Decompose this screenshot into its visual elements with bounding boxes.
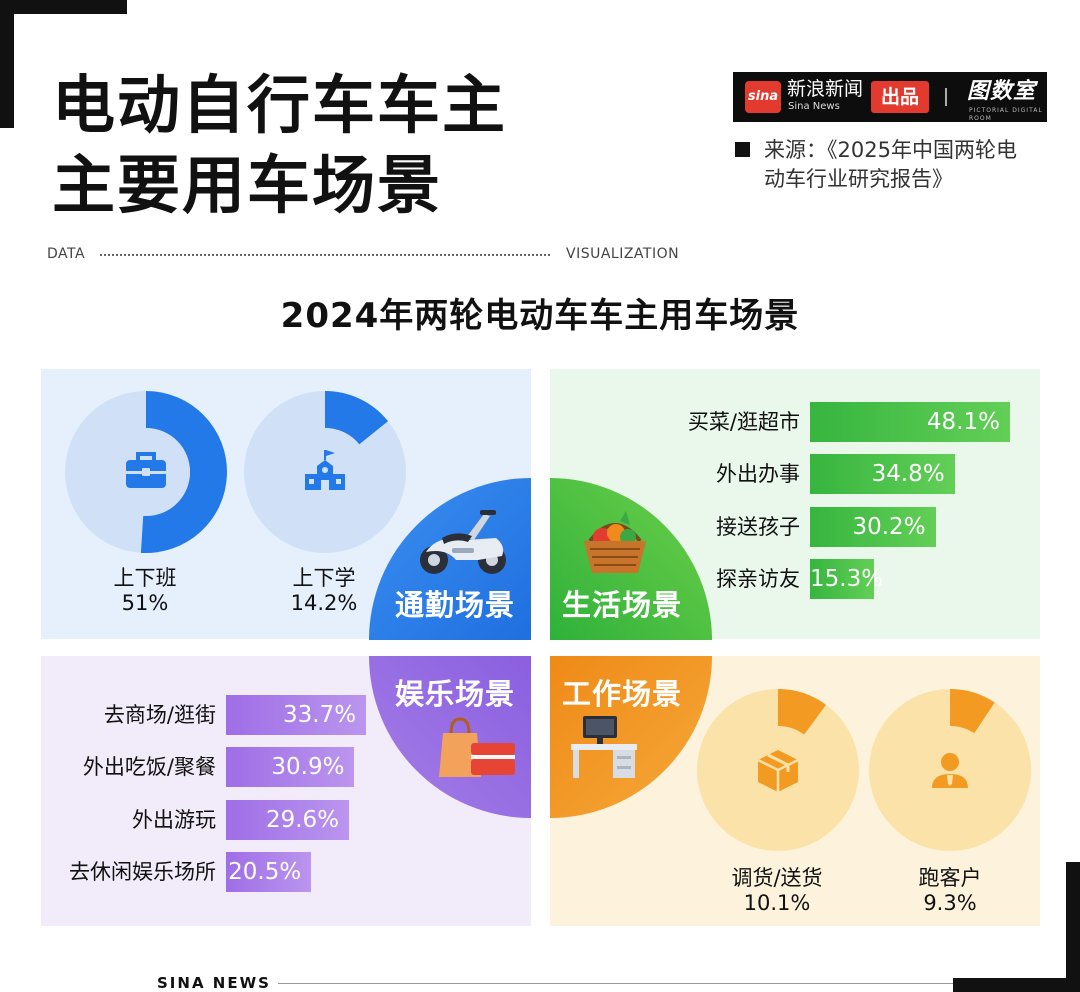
donut-label-work-0: 调货/送货 10.1% bbox=[717, 866, 837, 916]
desk-computer-icon bbox=[571, 716, 637, 778]
scene-label-work: 工作场景 bbox=[562, 677, 683, 711]
donut-label-commute-1: 上下学 14.2% bbox=[264, 566, 384, 616]
briefcase-icon bbox=[126, 452, 166, 488]
donut-category: 跑客户 bbox=[918, 866, 982, 890]
donut-commute-0 bbox=[65, 391, 227, 553]
chart-title: 2024年两轮电动车车主用车场景 bbox=[280, 296, 800, 336]
shopping-bag-icon bbox=[439, 717, 515, 777]
bar-label-life-1: 外出办事 bbox=[716, 462, 800, 486]
donut-label-work-1: 跑客户 9.3% bbox=[890, 866, 1010, 916]
brand-room-logo: 图数室 bbox=[967, 79, 1037, 104]
source-marker bbox=[735, 142, 750, 157]
donut-category: 上下学 bbox=[292, 566, 356, 590]
school-icon bbox=[305, 450, 345, 490]
donut-value: 10.1% bbox=[743, 891, 811, 915]
source-line2: 动车行业研究报告》 bbox=[764, 167, 953, 191]
bar-leisure-0: 33.7% bbox=[226, 695, 367, 735]
source-line1: 来源：《2025年中国两轮电 bbox=[764, 138, 1017, 162]
bar-life-0: 48.1% bbox=[810, 402, 1010, 442]
donut-value: 14.2% bbox=[290, 591, 358, 615]
dotted-divider bbox=[100, 254, 550, 256]
corner-top-left-v bbox=[0, 0, 14, 128]
scene-label-life: 生活场景 bbox=[562, 588, 683, 622]
bar-life-2: 30.2% bbox=[810, 507, 936, 547]
donut-slice bbox=[140, 391, 227, 553]
bar-leisure-3: 20.5% bbox=[226, 852, 312, 892]
bar-life-3: 15.3% bbox=[810, 559, 883, 599]
bar-label-leisure-2: 外出游玩 bbox=[132, 808, 216, 832]
brand-room-en: PICTORIAL DIGITAL ROOM bbox=[969, 107, 1043, 122]
visualization-label: VISUALIZATION bbox=[566, 246, 680, 262]
bar-label-leisure-3: 去休闲娱乐场所 bbox=[69, 860, 216, 884]
donut-work-0 bbox=[697, 689, 859, 851]
basket-icon bbox=[584, 511, 646, 573]
scooter-icon bbox=[420, 510, 506, 574]
sina-logo-icon: sina bbox=[745, 81, 781, 113]
package-icon bbox=[757, 750, 799, 792]
donut-category: 上下班 bbox=[113, 566, 177, 590]
corner-top-left-h bbox=[0, 0, 127, 14]
person-icon bbox=[932, 753, 968, 788]
donut-work-1 bbox=[869, 689, 1031, 851]
bar-leisure-1: 30.9% bbox=[226, 747, 355, 787]
scene-label-leisure: 娱乐场景 bbox=[395, 677, 516, 711]
brand-separator bbox=[945, 88, 947, 106]
corner-bottom-right-v bbox=[1066, 862, 1080, 992]
main-title-line1: 电动自行车车主 bbox=[52, 69, 507, 142]
donut-value: 9.3% bbox=[923, 891, 977, 915]
bar-life-1: 34.8% bbox=[810, 454, 955, 494]
brand-name-en: Sina News bbox=[788, 101, 840, 112]
brand-tag: 出品 bbox=[871, 81, 929, 113]
bar-label-life-3: 探亲访友 bbox=[716, 567, 800, 591]
scene-label-commute: 通勤场景 bbox=[395, 588, 516, 622]
bar-label-leisure-0: 去商场/逛街 bbox=[103, 703, 216, 727]
donut-slice bbox=[325, 391, 389, 445]
data-label: DATA bbox=[47, 246, 86, 262]
donut-value: 51% bbox=[121, 591, 169, 615]
brand-bar: sina 新浪新闻 Sina News 出品 图数室 PICTORIAL DIG… bbox=[733, 72, 1047, 122]
donut-label-commute-0: 上下班 51% bbox=[85, 566, 205, 616]
main-title-line2: 主要用车场景 bbox=[52, 149, 442, 222]
bar-label-life-0: 买菜/逛超市 bbox=[687, 410, 800, 434]
donut-commute-1 bbox=[244, 391, 406, 553]
corner-bottom-right-h bbox=[953, 978, 1080, 992]
footer-brand: SINA NEWS bbox=[157, 974, 271, 992]
bar-leisure-2: 29.6% bbox=[226, 800, 350, 840]
donut-slice bbox=[950, 689, 995, 734]
footer-line bbox=[278, 983, 953, 984]
bar-label-life-2: 接送孩子 bbox=[716, 515, 800, 539]
donut-category: 调货/送货 bbox=[731, 866, 823, 890]
main-title: 电动自行车车主 主要用车场景 bbox=[52, 66, 507, 226]
donut-slice bbox=[778, 689, 827, 735]
source-text: 来源：《2025年中国两轮电 动车行业研究报告》 bbox=[764, 136, 1054, 194]
bar-label-leisure-1: 外出吃饭/聚餐 bbox=[82, 755, 216, 779]
brand-name: 新浪新闻 bbox=[787, 78, 864, 100]
